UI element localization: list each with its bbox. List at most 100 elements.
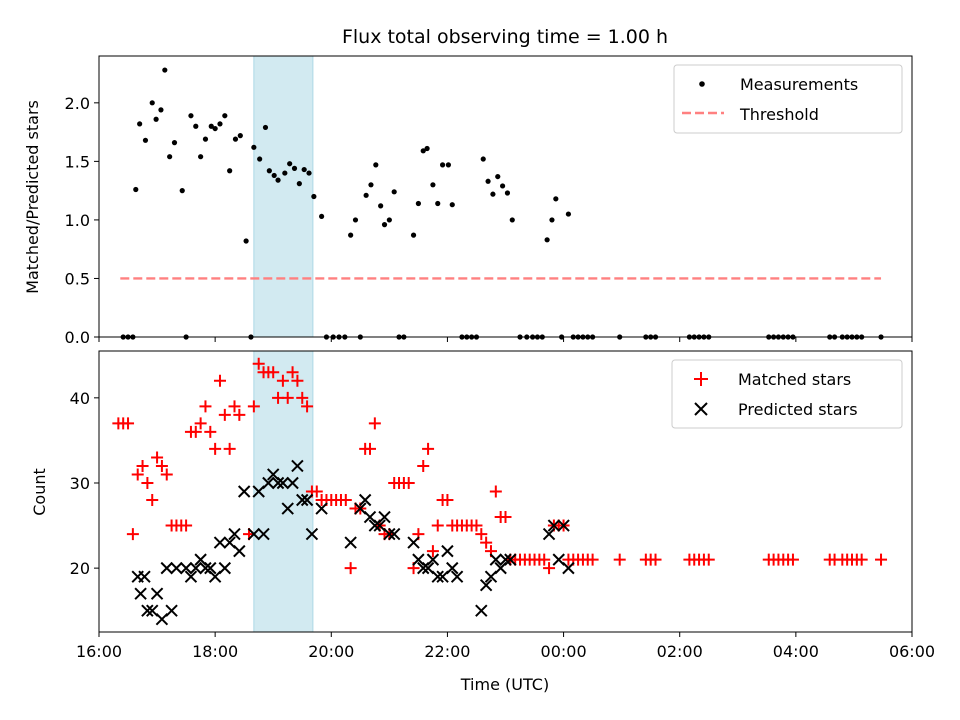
measurement-point (363, 192, 369, 198)
x-tick-label: 00:00 (541, 642, 587, 661)
highlight-span (253, 350, 314, 633)
measurement-point (544, 237, 550, 243)
x-tick-label: 06:00 (889, 642, 935, 661)
predicted-star-point (358, 493, 372, 507)
matched-star-point (209, 442, 222, 455)
measurement-point (445, 162, 451, 168)
matched-star-point (586, 553, 599, 566)
measurement-point (391, 189, 397, 195)
y-axis-label: Matched/Predicted stars (23, 100, 42, 294)
measurement-point (449, 202, 455, 208)
matched-star-point (368, 417, 381, 430)
measurement-point (549, 217, 555, 223)
predicted-star-point (407, 536, 420, 549)
measurement-point (237, 133, 243, 139)
matched-star-point (180, 519, 193, 532)
measurement-point (553, 196, 559, 202)
predicted-star-point (300, 493, 314, 507)
measurement-point (142, 137, 149, 143)
measurement-point (149, 100, 155, 106)
predicted-star-point (233, 544, 246, 558)
measurement-point (485, 178, 491, 184)
legend-marker-matched (694, 372, 708, 386)
matched-star-point (286, 366, 299, 379)
legend-label-matched: Matched stars (738, 370, 851, 389)
predicted-star-point (344, 536, 357, 549)
predicted-star-point (170, 561, 183, 575)
measurement-point (430, 182, 436, 188)
measurement-point (251, 144, 257, 150)
matched-star-point (189, 425, 202, 438)
measurement-point (378, 203, 384, 209)
legend-marker-predicted (694, 402, 708, 416)
predicted-star-point (475, 604, 488, 617)
x-tick-label: 04:00 (773, 642, 819, 661)
legend-box (671, 359, 903, 429)
measurement-point (480, 156, 486, 162)
measurement-point (257, 156, 263, 162)
matched-star-point (499, 511, 512, 524)
predicted-star-point (179, 561, 193, 575)
predicted-star-point (446, 561, 459, 575)
measurement-point (319, 213, 325, 220)
measurement-point (222, 113, 228, 119)
highlight-span (253, 55, 314, 338)
matched-star-point (126, 528, 139, 541)
measurement-point (227, 168, 233, 174)
predicted-star-point (542, 527, 556, 541)
predicted-star-point (441, 544, 454, 558)
predicted-star-point (134, 587, 147, 600)
bottom-panel: 16:00 18:00 20:00 22:00 00:00 02:00 04:00 06:00… (30, 350, 935, 694)
predicted-star-point (305, 527, 319, 541)
matched-star-point (141, 476, 154, 489)
measurement-point (435, 200, 441, 207)
predicted-star-point (431, 570, 444, 583)
predicted-star-point (426, 553, 440, 566)
matched-star-point (649, 553, 662, 566)
chart-title: Flux total observing time = 1.00 h (342, 26, 668, 48)
measurement-point (167, 154, 173, 160)
measurement-point (232, 136, 239, 142)
y-tick-label: 2.0 (65, 94, 90, 113)
matched-star-point (223, 442, 236, 455)
measurement-point (490, 191, 496, 197)
measurement-point (158, 107, 164, 113)
measurement-point (171, 140, 178, 146)
matched-star-point (364, 442, 376, 455)
predicted-star-point (138, 570, 151, 583)
predicted-star-point (489, 553, 503, 566)
measurement-point (217, 121, 223, 127)
predicted-star-point (189, 561, 202, 575)
measurement-point (162, 67, 168, 73)
matched-star-point (402, 476, 415, 489)
top-axes-frame (98, 55, 913, 338)
predicted-star-point (213, 536, 227, 549)
matched-star-point (247, 400, 260, 413)
measurement-point (352, 217, 359, 223)
measurement-point (188, 113, 194, 119)
legend-label-threshold: Threshold (739, 105, 819, 124)
predicted-star-point (383, 527, 396, 541)
matched-star-point (213, 374, 226, 387)
matched-star-point (702, 553, 715, 566)
measurement-point (275, 177, 281, 183)
legend: Matched stars Predicted stars (671, 359, 903, 429)
predicted-star-point (499, 553, 512, 566)
legend: Measurements Threshold (673, 64, 903, 134)
predicted-star-point (387, 527, 401, 541)
y-tick-label: 20 (70, 559, 90, 578)
measurement-point (439, 162, 446, 168)
matched-star-point (194, 417, 207, 430)
measurement-point (243, 238, 249, 244)
measurement-point (262, 124, 269, 131)
predicted-star-point (262, 476, 275, 490)
bottom-axes-frame (98, 350, 913, 633)
measurement-point (373, 162, 379, 168)
matched-star-point (267, 366, 280, 379)
matched-star-point (470, 519, 483, 532)
legend-marker-measurements (699, 81, 705, 87)
measurement-point (499, 183, 506, 189)
matched-star-point (146, 494, 159, 507)
matched-star-point (155, 459, 168, 472)
measurement-point (509, 217, 515, 223)
